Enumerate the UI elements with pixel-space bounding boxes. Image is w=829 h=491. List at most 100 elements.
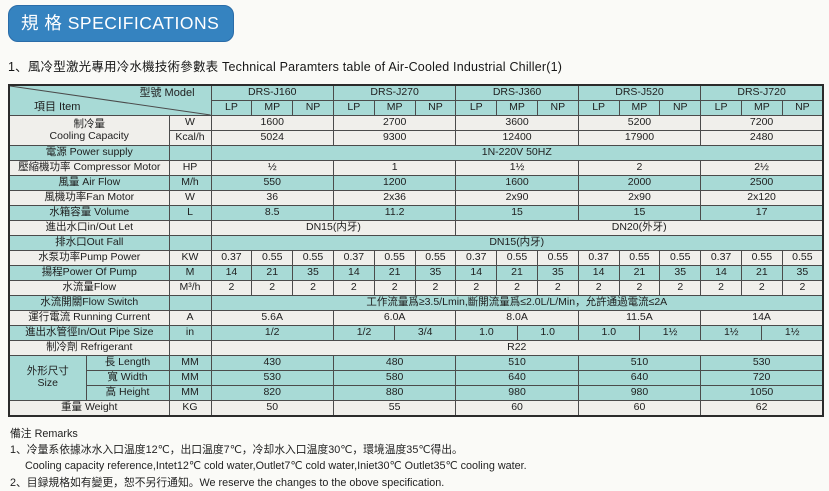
- subcolumn-header: LP: [455, 100, 498, 116]
- subcolumn-header: LP: [700, 100, 742, 116]
- row-label: 重量 Weight: [8, 400, 170, 417]
- row-label: 排水口Out Fall: [8, 235, 170, 251]
- spec-value: 0.37: [210, 250, 253, 266]
- spec-value: 15: [577, 205, 702, 221]
- spec-value: 14: [332, 265, 375, 281]
- spec-row: 壓縮機功率 Compressor Motor HP ½ 1 1½ 2 2½: [8, 160, 824, 176]
- banner-label: 規 格 SPECIFICATIONS: [21, 13, 220, 33]
- spec-value: 2: [536, 280, 579, 296]
- spec-row: 電源 Power supply 1N-220V 50HZ: [8, 145, 824, 161]
- spec-value: 36: [210, 190, 334, 206]
- spec-value: 1.0: [577, 325, 640, 341]
- spec-value: 2: [373, 280, 416, 296]
- model-header: DRS-J160: [210, 84, 334, 101]
- subcolumn-header: LP: [577, 100, 620, 116]
- subcolumn-header: NP: [659, 100, 702, 116]
- spec-value: 2x36: [332, 190, 457, 206]
- row-label: 水流開關Flow Switch: [8, 295, 170, 311]
- spec-value: 480: [332, 355, 457, 371]
- spec-value: 2: [292, 280, 334, 296]
- spec-value: 35: [536, 265, 579, 281]
- row-unit: KG: [168, 400, 212, 417]
- spec-value: 11.5A: [577, 310, 702, 326]
- spec-value: 980: [455, 385, 579, 401]
- spec-value: 12400: [455, 130, 579, 146]
- spec-value: 21: [251, 265, 294, 281]
- spec-table: 型號 Model 項目 Item DRS-J160 DRS-J270 DRS-J360 D…: [8, 84, 824, 417]
- specifications-banner: 規 格 SPECIFICATIONS: [8, 5, 235, 42]
- spec-row: 水流量Flow M³/h 2 2 2 2 2 2 2 2 2 2 2 2 2 2 2: [8, 280, 824, 296]
- spec-value: 2x90: [455, 190, 579, 206]
- remarks: 備注 Remarks 1、冷量系依據冰水入口温度12℃，出口温度7℃，冷却水入口…: [10, 426, 829, 491]
- row-unit: Kcal/h: [168, 130, 212, 146]
- spec-row: 進出水口in/Out Let DN15(内牙) DN20(外牙): [8, 220, 824, 236]
- spec-row: 風機功率Fan Motor W 36 2x36 2x90 2x90 2x120: [8, 190, 824, 206]
- spec-value: 510: [577, 355, 702, 371]
- subcolumn-header: NP: [292, 100, 334, 116]
- spec-value: 530: [700, 355, 824, 371]
- spec-value: 720: [700, 370, 824, 386]
- row-label: 進出水管徑In/Out Pipe Size: [8, 325, 170, 341]
- row-label: 壓縮機功率 Compressor Motor: [8, 160, 170, 176]
- remarks-heading: 備注 Remarks: [10, 428, 78, 440]
- model-header: DRS-J520: [577, 84, 702, 101]
- spec-value: 21: [740, 265, 783, 281]
- spec-value: 580: [332, 370, 457, 386]
- spec-row: 重量 Weight KG 50 55 60 60 62: [8, 400, 824, 417]
- spec-value: DN15(内牙): [210, 235, 824, 251]
- row-unit: KW: [168, 250, 212, 266]
- spec-value: 2: [455, 280, 498, 296]
- spec-value: 60: [577, 400, 702, 417]
- spec-value: 2700: [332, 115, 457, 131]
- spec-value: 2: [659, 280, 702, 296]
- spec-value: 550: [210, 175, 334, 191]
- spec-value: 0.55: [373, 250, 416, 266]
- spec-value: 2: [740, 280, 783, 296]
- spec-value: 0.55: [781, 250, 824, 266]
- spec-row: 高 Height MM 820 880 980 980 1050: [9, 385, 824, 401]
- row-unit: in: [168, 325, 212, 341]
- spec-value: 6.0A: [332, 310, 457, 326]
- spec-value: 2480: [700, 130, 824, 146]
- spec-row: 揚程Power Of Pump M 14 21 35 14 21 35 14 21 35 14 21 35…: [8, 265, 824, 281]
- row-unit: MM: [168, 355, 212, 371]
- spec-value: 0.55: [618, 250, 661, 266]
- spec-value: 3600: [455, 115, 579, 131]
- spec-value: 1050: [700, 385, 824, 401]
- spec-value: 880: [332, 385, 457, 401]
- spec-value: 430: [210, 355, 334, 371]
- subcolumn-header: MP: [618, 100, 661, 116]
- spec-value: 15: [455, 205, 579, 221]
- spec-value: 0.55: [251, 250, 294, 266]
- spec-value: 9300: [332, 130, 457, 146]
- row-unit: [168, 220, 212, 236]
- spec-value: 5024: [210, 130, 334, 146]
- row-unit: M: [168, 265, 212, 281]
- spec-value: 640: [577, 370, 702, 386]
- spec-value: 0.37: [455, 250, 498, 266]
- row-unit: [168, 145, 212, 161]
- subcolumn-header: LP: [210, 100, 253, 116]
- row-unit: A: [168, 310, 212, 326]
- spec-value: 35: [781, 265, 824, 281]
- spec-value: 1.0: [455, 325, 518, 341]
- row-unit: [168, 340, 212, 356]
- spec-value: 2: [577, 280, 620, 296]
- spec-value: 510: [455, 355, 579, 371]
- spec-value: 1/2: [210, 325, 334, 341]
- spec-value: 5.6A: [210, 310, 334, 326]
- spec-value: ½: [210, 160, 334, 176]
- row-unit: M³/h: [168, 280, 212, 296]
- spec-row: 水流開關Flow Switch 工作流量爲≥3.5/Lmin,斷開流量爲≤2.0L…: [8, 295, 824, 311]
- spec-value: 14: [210, 265, 253, 281]
- spec-value: 21: [618, 265, 661, 281]
- spec-value: 2x120: [700, 190, 824, 206]
- spec-value: 0.55: [496, 250, 538, 266]
- subcolumn-header: LP: [332, 100, 375, 116]
- spec-value: 0.55: [740, 250, 783, 266]
- spec-value: 2: [332, 280, 375, 296]
- spec-value: 21: [373, 265, 416, 281]
- spec-row: 水泵功率Pump Power KW 0.37 0.55 0.55 0.37 0.55 0.55…: [8, 250, 824, 266]
- corner-cell: 型號 Model 項目 Item: [8, 84, 212, 116]
- spec-value: 1½: [455, 160, 579, 176]
